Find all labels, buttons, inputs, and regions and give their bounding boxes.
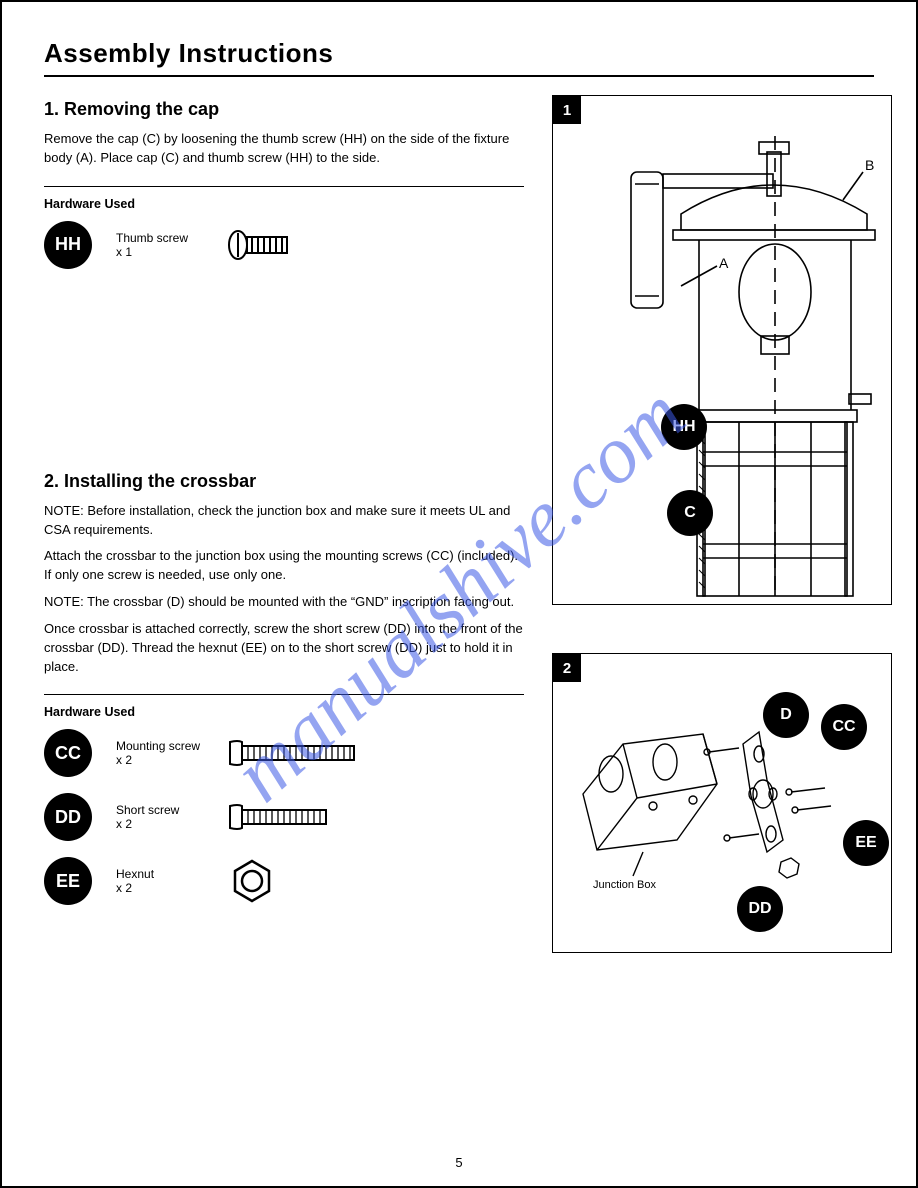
hardware-row: HH Thumb screw x 1 xyxy=(44,221,524,269)
step-heading: 1. Removing the cap xyxy=(44,99,524,120)
hardware-label: Hardware Used xyxy=(44,197,524,211)
hardware-qty: x 2 xyxy=(116,817,204,831)
hardware-qty: x 2 xyxy=(116,753,204,767)
hardware-qty: x 2 xyxy=(116,881,204,895)
hardware-meta: Short screw x 2 xyxy=(116,803,204,831)
step-line: Attach the crossbar to the junction box … xyxy=(44,547,524,585)
hardware-row: CC Mounting screw x 2 xyxy=(44,729,524,777)
hardware-badge: DD xyxy=(44,793,92,841)
hardware-name: Mounting screw xyxy=(116,739,204,753)
page-title: Assembly Instructions xyxy=(44,38,874,69)
thumb-screw-icon xyxy=(228,227,308,263)
hardware-qty: x 1 xyxy=(116,245,204,259)
step-body: NOTE: Before installation, check the jun… xyxy=(44,502,524,677)
hardware-name: Short screw xyxy=(116,803,204,817)
step-body: Remove the cap (C) by loosening the thum… xyxy=(44,130,524,168)
hardware-row: EE Hexnut x 2 xyxy=(44,857,524,905)
page: Assembly Instructions 1. Removing the ca… xyxy=(0,0,918,1188)
step-number: 1 xyxy=(44,99,54,119)
svg-text:B: B xyxy=(865,157,874,173)
lantern-diagram-icon: A B xyxy=(553,96,893,606)
step-title: Installing the crossbar xyxy=(64,471,256,491)
callout-C: C xyxy=(667,490,713,536)
step-heading: 2. Installing the crossbar xyxy=(44,471,524,492)
columns: 1. Removing the cap Remove the cap (C) b… xyxy=(44,95,874,953)
hardware-meta: Mounting screw x 2 xyxy=(116,739,204,767)
left-column: 1. Removing the cap Remove the cap (C) b… xyxy=(44,95,524,953)
callout-EE: EE xyxy=(843,820,889,866)
title-bar: Assembly Instructions xyxy=(44,38,874,77)
mounting-screw-icon xyxy=(228,738,368,768)
figure-1: 1 xyxy=(552,95,892,605)
figure-2: 2 xyxy=(552,653,892,953)
hardware-name: Hexnut xyxy=(116,867,204,881)
step-1: 1. Removing the cap Remove the cap (C) b… xyxy=(44,99,524,269)
hardware-badge: CC xyxy=(44,729,92,777)
step-title: Removing the cap xyxy=(64,99,219,119)
hardware-row: DD Short screw x 2 xyxy=(44,793,524,841)
step-2: 2. Installing the crossbar NOTE: Before … xyxy=(44,471,524,906)
hardware-badge: HH xyxy=(44,221,92,269)
step-number: 2 xyxy=(44,471,54,491)
hardware-divider xyxy=(44,694,524,695)
svg-text:Junction Box: Junction Box xyxy=(593,879,656,891)
page-number: 5 xyxy=(2,1155,916,1170)
right-column: 1 xyxy=(552,95,892,953)
callout-HH: HH xyxy=(661,404,707,450)
figure-number: 1 xyxy=(553,96,581,124)
step-line: NOTE: The crossbar (D) should be mounted… xyxy=(44,593,524,612)
callout-D: D xyxy=(763,692,809,738)
hardware-meta: Hexnut x 2 xyxy=(116,867,204,895)
step-line: NOTE: Before installation, check the jun… xyxy=(44,502,524,540)
hardware-label: Hardware Used xyxy=(44,705,524,719)
crossbar-diagram-icon: Junction Box xyxy=(553,654,893,954)
step-line: Once crossbar is attached correctly, scr… xyxy=(44,620,524,677)
short-screw-icon xyxy=(228,802,338,832)
hexnut-icon xyxy=(228,857,276,905)
hardware-badge: EE xyxy=(44,857,92,905)
callout-CC: CC xyxy=(821,704,867,750)
hardware-divider xyxy=(44,186,524,187)
hardware-name: Thumb screw xyxy=(116,231,204,245)
figure-number: 2 xyxy=(553,654,581,682)
callout-DD: DD xyxy=(737,886,783,932)
svg-text:A: A xyxy=(719,255,729,271)
hardware-meta: Thumb screw x 1 xyxy=(116,231,204,259)
